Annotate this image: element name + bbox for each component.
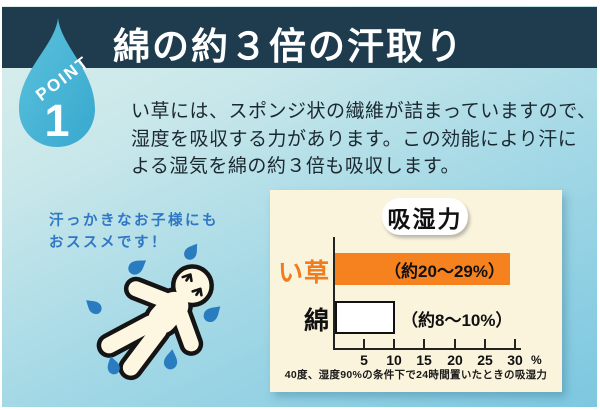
note-text: 汗っかきなお子様にも おススメです！ [49,210,219,254]
intro-text: い草には、スポンジ状の繊維が詰まっていますので、 湿度を吸収する力があります。こ… [131,98,597,181]
closed-eyes [181,273,203,297]
tick-label: 15 [416,352,432,368]
tick-label: 30 [507,352,523,368]
tick-label: 25 [477,352,493,368]
header-bar [2,7,597,68]
bar-annotation-cotton: （約8～10%） [401,311,513,330]
x-axis [333,348,521,350]
page-title: 綿の約３倍の汗取り [113,24,464,68]
axis-tick [363,339,365,348]
intro-line: 湿度を吸収する力があります。この効能により汗に [131,127,578,150]
axis-tick [393,339,395,348]
note-line: おススメです！ [49,235,168,251]
sweat-drop [107,356,120,375]
sweat-drop [163,349,178,370]
axis-tick [484,339,486,348]
intro-line: い草には、スポンジ状の繊維が詰まっていますので、 [131,100,597,122]
tick-label: 5 [360,352,368,368]
unit-label: % [531,353,542,367]
sweat-drop [86,300,102,315]
point-number: 1 [44,95,69,146]
y-axis [333,237,335,350]
note-line: 汗っかきなお子様にも [49,213,219,229]
sweat-drop [128,260,147,275]
bar-label-igusa: い草 [277,259,330,287]
axis-tick [514,339,516,348]
sweating-doll-illustration [86,243,221,381]
axis-tick [423,339,425,348]
bar-label-cotton: 綿 [303,307,330,335]
bar-annotation-igusa: （約20～29%） [384,261,505,281]
sweat-drop [184,243,198,260]
intro-line: よる湿気を綿の約３倍も吸収します。 [131,155,461,177]
tick-label: 10 [386,352,402,368]
bar-igusa: （約20～29%） [335,253,510,285]
person-figure [96,264,214,381]
chart-panel: 吸湿力 い草 （約20～29%） 綿 （約8～10%） 5 10 15 20 2… [270,190,562,392]
point-badge: POINT 1 [19,18,95,147]
water-drop-shape [19,18,95,147]
bar-cotton [335,301,395,334]
chart-footnote: 40度、湿度90%の条件下で24時間置いたときの吸湿力 [284,369,548,381]
sweat-drops [86,243,221,375]
chart-title-pill: 吸湿力 [382,198,468,235]
sweat-drop [203,306,221,323]
axis-tick [454,339,456,348]
tick-label: 20 [447,352,463,368]
chart-title: 吸湿力 [387,205,463,232]
